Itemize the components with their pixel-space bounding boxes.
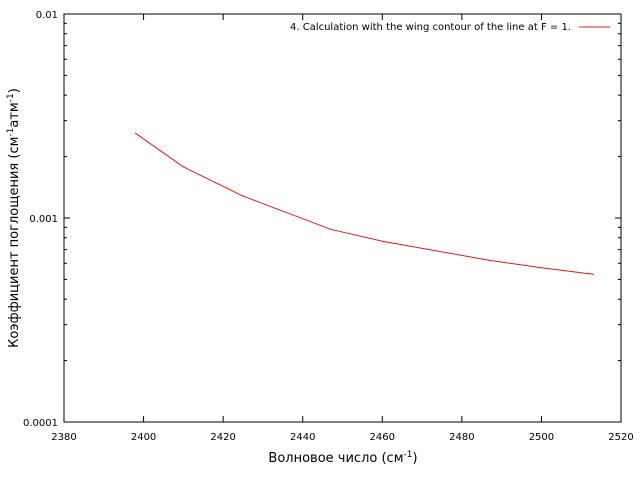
data-point [489,259,491,261]
data-point [540,267,543,269]
y-axis-label-text: Коэффициент поглощения (см [7,137,22,348]
data-point [329,228,332,230]
x-tick-label: 2480 [449,432,474,443]
plot-frame [63,13,622,423]
data-point [135,132,137,134]
data-point [592,273,594,275]
y-tick-label: 0.001 [29,214,58,225]
x-tick-label: 2500 [529,432,554,443]
data-point [381,240,383,242]
axis-tick-labels: 2380 2400 2420 2440 2460 2480 2500 2520 0.0001 0.… [23,10,634,443]
x-axis-label: Волновое число (см-1) [268,450,417,466]
y-axis-label: Коэффициент поглощения (см-1атм-1) [6,88,22,348]
y-axis-label-end: ) [7,88,22,93]
x-axis-label-end: ) [412,451,417,466]
x-tick-label: 2520 [608,432,633,443]
axis-ticks [64,14,621,422]
series-line [135,132,594,275]
y-axis-label-mid: атм [7,102,22,127]
data-point [182,166,184,168]
x-tick-label: 2380 [51,432,76,443]
y-axis-label-superscript-2: -1 [6,93,16,102]
x-tick-label: 2460 [370,432,395,443]
y-axis-label-superscript-1: -1 [6,128,16,137]
x-axis-label-text: Волновое число (см [268,451,403,466]
y-tick-label: 0.0001 [23,418,58,429]
x-tick-label: 2400 [131,432,156,443]
legend: 4. Calculation with the wing contour of … [290,22,610,33]
x-tick-label: 2420 [210,432,235,443]
x-tick-label: 2440 [290,432,315,443]
data-point [242,195,244,197]
x-axis-label-superscript: -1 [404,450,413,460]
y-tick-label: 0.01 [36,10,58,21]
legend-label: 4. Calculation with the wing contour of … [290,22,571,33]
series-group [135,132,594,275]
